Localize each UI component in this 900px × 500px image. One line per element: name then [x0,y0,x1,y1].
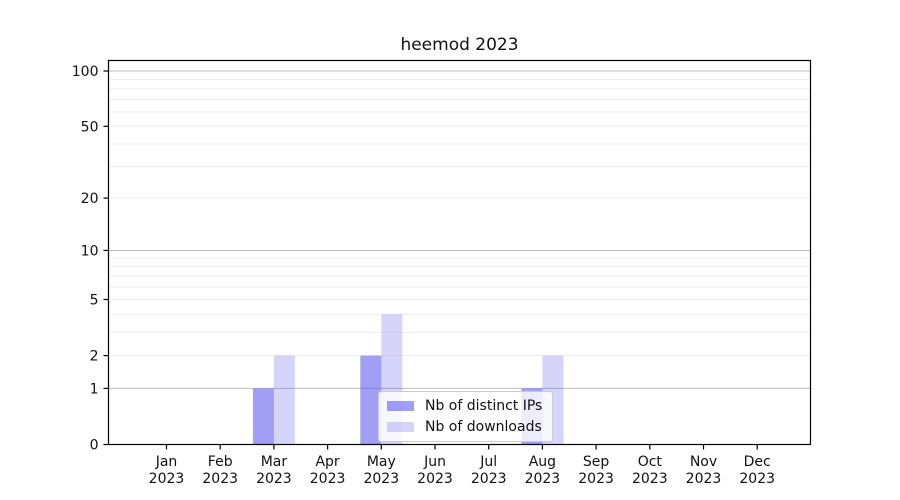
x-tick-label-year: 2023 [525,471,561,487]
legend-swatch-downloads-icon [387,422,414,432]
legend-item-distinct-ips: Nb of distinct IPs [387,398,542,414]
x-tick-label-year: 2023 [632,471,668,487]
x-tick-label-year: 2023 [202,471,238,487]
x-tick-label-year: 2023 [578,471,614,487]
x-tick-label-month: Jan [155,454,178,470]
bar-distinct-ips-may [360,355,382,445]
y-tick-label: 1 [90,381,99,397]
legend-item-downloads: Nb of downloads [387,419,542,435]
chart-title: heemod 2023 [400,35,519,55]
x-tick-label-year: 2023 [149,471,185,487]
x-tick-label-year: 2023 [310,471,346,487]
x-tick-label-month: Oct [638,454,663,470]
y-tick-label: 50 [81,119,99,135]
y-tick-label: 10 [81,243,99,259]
plot-border [107,59,812,446]
x-tick-label-month: Sep [583,454,610,470]
x-tick-label-month: Jul [479,454,497,470]
x-tick-label-month: Feb [208,454,233,470]
x-tick-label-month: Nov [690,454,717,470]
bar-distinct-ips-mar [252,388,274,445]
y-tick-label: 2 [90,349,99,365]
x-tick-label-month: Mar [261,454,288,470]
x-tick-label-month: May [367,454,396,470]
x-tick-label-year: 2023 [256,471,292,487]
legend-swatch-distinct-ips-icon [387,401,414,411]
y-tick-label: 0 [90,438,99,454]
x-tick-label-month: Aug [529,454,556,470]
x-tick-label-year: 2023 [363,471,399,487]
x-tick-label-month: Dec [744,454,771,470]
x-tick-label-year: 2023 [471,471,507,487]
y-tick-label: 5 [90,292,99,308]
legend-label-downloads: Nb of downloads [425,419,542,435]
x-tick-label-year: 2023 [417,471,453,487]
y-tick-label: 100 [72,64,99,80]
x-tick-label-year: 2023 [686,471,722,487]
x-tick-label-month: Apr [315,454,339,470]
x-tick-label-year: 2023 [739,471,775,487]
x-tick-label-month: Jun [423,454,446,470]
bar-downloads-mar [273,355,295,445]
y-tick-label: 20 [81,191,99,207]
legend: Nb of distinct IPs Nb of downloads [378,391,554,442]
legend-label-distinct-ips: Nb of distinct IPs [425,398,543,414]
